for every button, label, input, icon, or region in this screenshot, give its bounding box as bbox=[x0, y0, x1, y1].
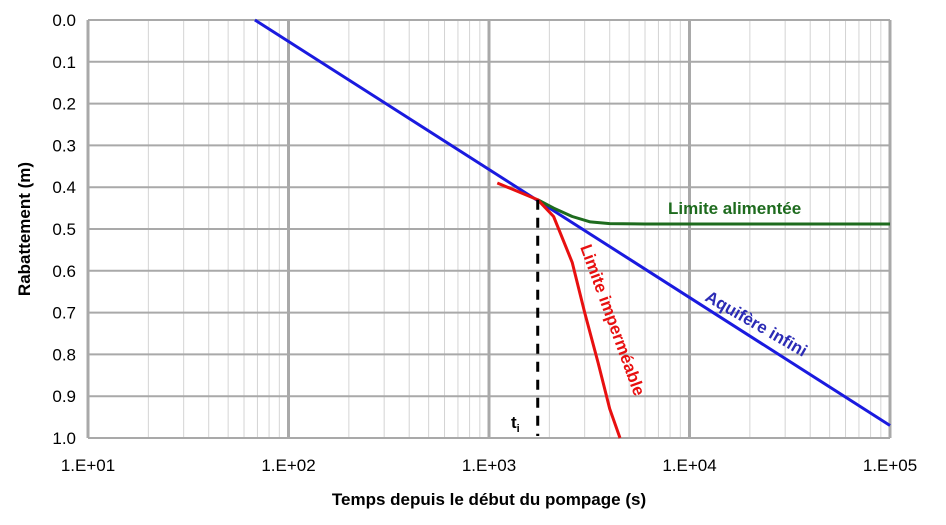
y-tick-label: 0.0 bbox=[52, 11, 76, 30]
y-tick-label: 0.6 bbox=[52, 262, 76, 281]
major-grid bbox=[86, 19, 892, 439]
y-tick-label: 0.8 bbox=[52, 345, 76, 364]
x-tick-label: 1.E+04 bbox=[662, 456, 716, 475]
series-line-aquifere-infini bbox=[254, 18, 891, 427]
series-line-limite-alimentee bbox=[536, 198, 890, 226]
ti-label-subscript: i bbox=[517, 423, 520, 435]
x-tick-label: 1.E+02 bbox=[261, 456, 315, 475]
y-tick-labels: 0.0 0.1 0.2 0.3 0.4 0.5 0.6 0.7 0.8 0.9 1.0 bbox=[52, 11, 76, 448]
y-tick-label: 0.4 bbox=[52, 178, 76, 197]
y-tick-label: 0.5 bbox=[52, 220, 76, 239]
y-tick-label: 0.7 bbox=[52, 304, 76, 323]
series-layer bbox=[254, 18, 891, 439]
y-tick-label: 0.1 bbox=[52, 53, 76, 72]
ti-label-main: t bbox=[511, 413, 517, 432]
ti-label: ti bbox=[511, 413, 520, 435]
x-axis-label: Temps depuis le début du pompage (s) bbox=[332, 490, 646, 509]
series-line-limite-impermeable bbox=[496, 181, 622, 439]
x-tick-label: 1.E+05 bbox=[863, 456, 917, 475]
y-tick-label: 0.3 bbox=[52, 136, 76, 155]
x-tick-label: 1.E+01 bbox=[61, 456, 115, 475]
y-tick-label: 0.9 bbox=[52, 387, 76, 406]
y-axis-label: Rabattement (m) bbox=[15, 162, 34, 296]
y-tick-label: 1.0 bbox=[52, 429, 76, 448]
series-label-limite-alimentee: Limite alimentée bbox=[668, 199, 801, 218]
y-tick-label: 0.2 bbox=[52, 95, 76, 114]
x-tick-labels: 1.E+01 1.E+02 1.E+03 1.E+04 1.E+05 bbox=[61, 456, 917, 475]
x-tick-label: 1.E+03 bbox=[462, 456, 516, 475]
